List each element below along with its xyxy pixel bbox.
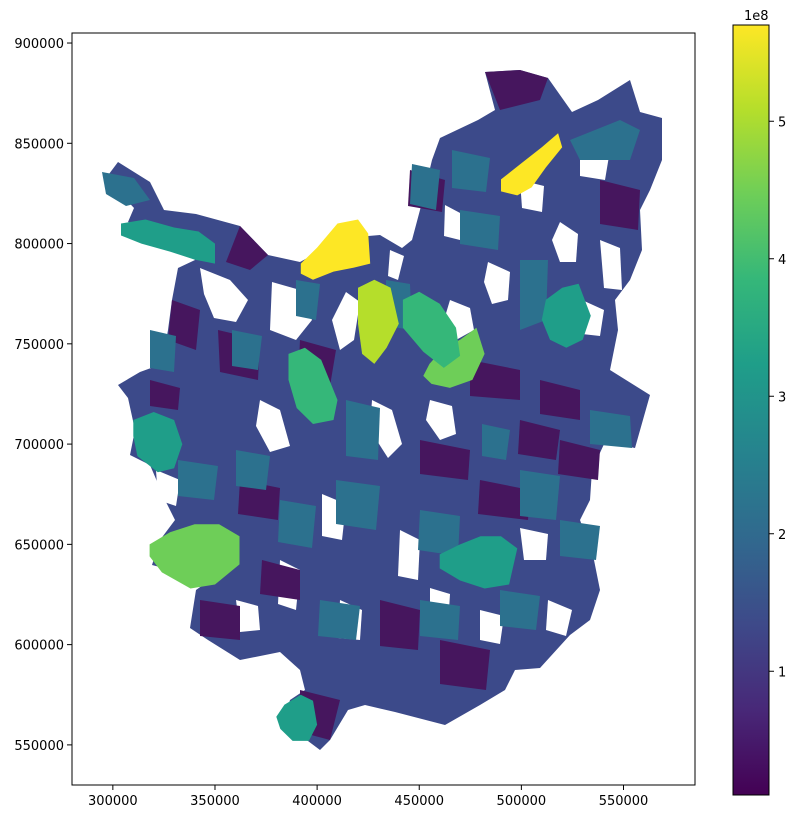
x-tick-label: 500000: [497, 794, 547, 809]
colorbar-tick-label: 5: [778, 115, 786, 130]
region-south-center-teal-block: [439, 536, 518, 589]
region-east-teal-block: [541, 283, 591, 348]
y-tick-label: 750000: [14, 338, 64, 353]
colorbar-ticks: 1 2 3 4 5: [769, 115, 786, 680]
colorbar: 1e8 1 2 3 4 5: [732, 9, 786, 796]
region-west-green-lobe: [149, 524, 240, 589]
x-tick-label: 300000: [88, 794, 138, 809]
x-axis: 300000 350000 400000 450000 500000 550000: [88, 785, 648, 809]
y-tick-label: 900000: [14, 37, 64, 52]
colorbar-multiplier-label: 1e8: [744, 9, 769, 24]
choropleth-regions: [121, 133, 591, 741]
colorbar-tick-label: 4: [778, 253, 786, 268]
landmass-dark-patches: [150, 70, 640, 740]
x-tick-label: 400000: [292, 794, 342, 809]
region-south-west-teal-block: [276, 694, 318, 741]
y-tick-label: 650000: [14, 538, 64, 553]
y-axis: 550000 600000 650000 700000 750000 800000 8500…: [14, 37, 72, 754]
colorbar-bar: [732, 24, 770, 796]
y-tick-label: 800000: [14, 238, 64, 253]
region-north-west-teal-strip: [121, 219, 215, 264]
y-tick-label: 550000: [14, 739, 64, 754]
region-central-green-teal-block: [402, 291, 461, 368]
x-tick-label: 550000: [599, 794, 649, 809]
map-landmass: [102, 70, 662, 750]
colorbar-tick-label: 3: [778, 390, 786, 405]
x-tick-label: 450000: [394, 794, 444, 809]
colorbar-tick-label: 1: [778, 665, 786, 680]
region-central-lime-strip: [358, 279, 399, 364]
x-tick-label: 350000: [190, 794, 240, 809]
plot-frame: [71, 32, 696, 786]
region-west-central-teal-block: [133, 412, 183, 473]
region-north-central-yellow-block: [300, 219, 371, 280]
region-mid-west-green-block: [288, 347, 338, 424]
y-tick-label: 850000: [14, 137, 64, 152]
y-tick-label: 600000: [14, 639, 64, 654]
y-tick-label: 700000: [14, 438, 64, 453]
colorbar-tick-label: 2: [778, 528, 786, 543]
region-north-east-yellow-block: [501, 133, 563, 196]
